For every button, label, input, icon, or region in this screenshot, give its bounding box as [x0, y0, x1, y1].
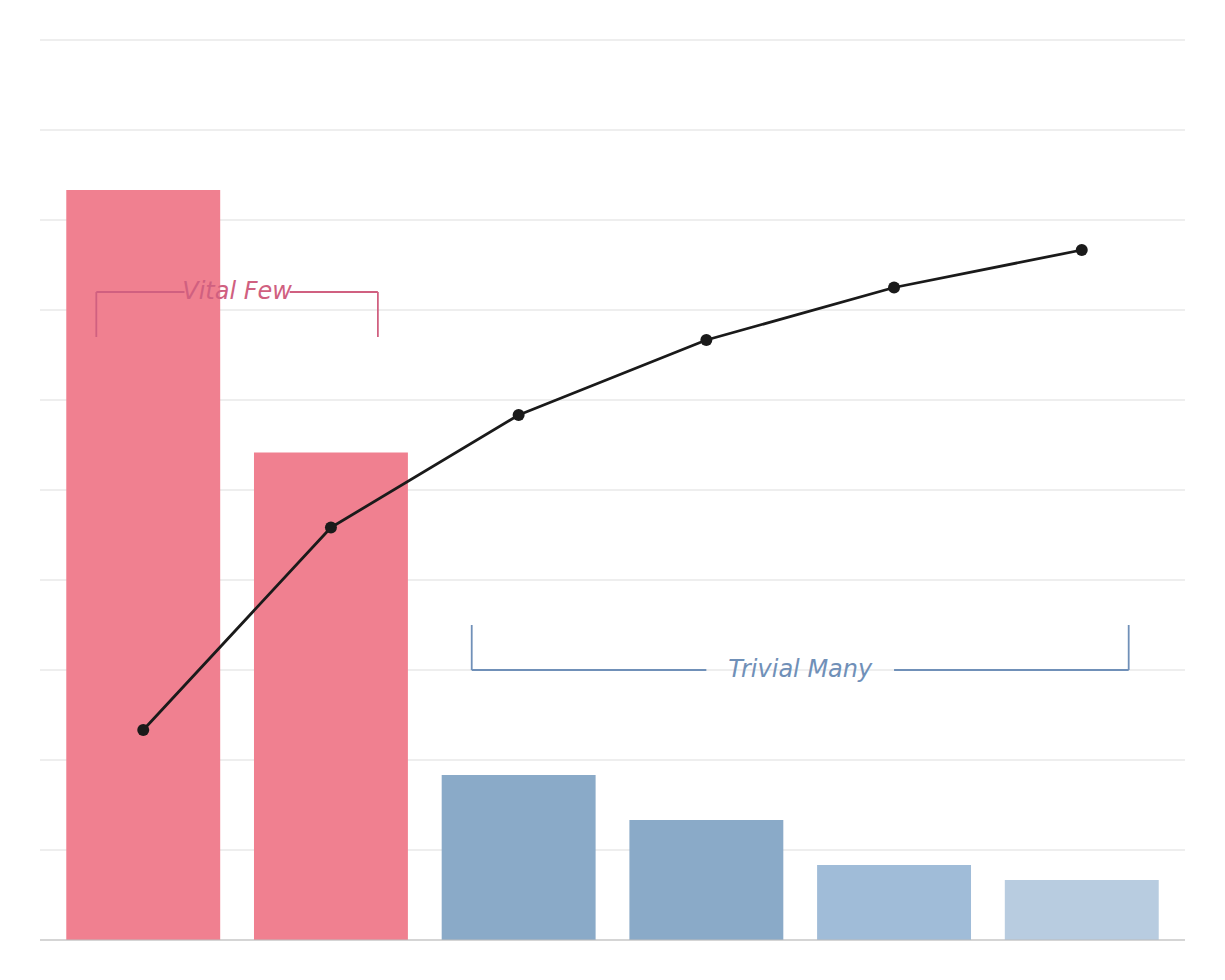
marker	[513, 409, 525, 421]
grid	[40, 40, 1185, 940]
annotation: Vital Few	[96, 277, 378, 337]
bar	[254, 453, 408, 941]
marker	[325, 522, 337, 534]
baseline	[40, 939, 1185, 940]
bar	[817, 865, 971, 940]
bracket	[290, 291, 378, 293]
line	[143, 250, 1082, 730]
bracket	[472, 669, 707, 671]
annotation-text: Vital Few	[182, 277, 292, 305]
grid-line	[40, 40, 1185, 41]
bracket	[894, 669, 1129, 671]
bar	[442, 775, 596, 940]
bracket	[95, 292, 97, 337]
bracket	[1128, 625, 1130, 670]
grid-line	[40, 940, 1185, 941]
bracket	[471, 625, 473, 670]
bracket	[377, 292, 379, 337]
bar	[629, 820, 783, 940]
bar	[1005, 880, 1159, 940]
bracket	[96, 291, 184, 293]
grid-line	[40, 130, 1185, 131]
marker	[700, 334, 712, 346]
marker	[137, 724, 149, 736]
marker	[1076, 244, 1088, 256]
annotation: Trivial Many	[472, 625, 1129, 683]
chart: Vital Few Trivial Many	[0, 0, 1225, 980]
plot-area	[66, 190, 1158, 940]
annotation-text: Trivial Many	[728, 655, 873, 683]
marker	[888, 282, 900, 294]
